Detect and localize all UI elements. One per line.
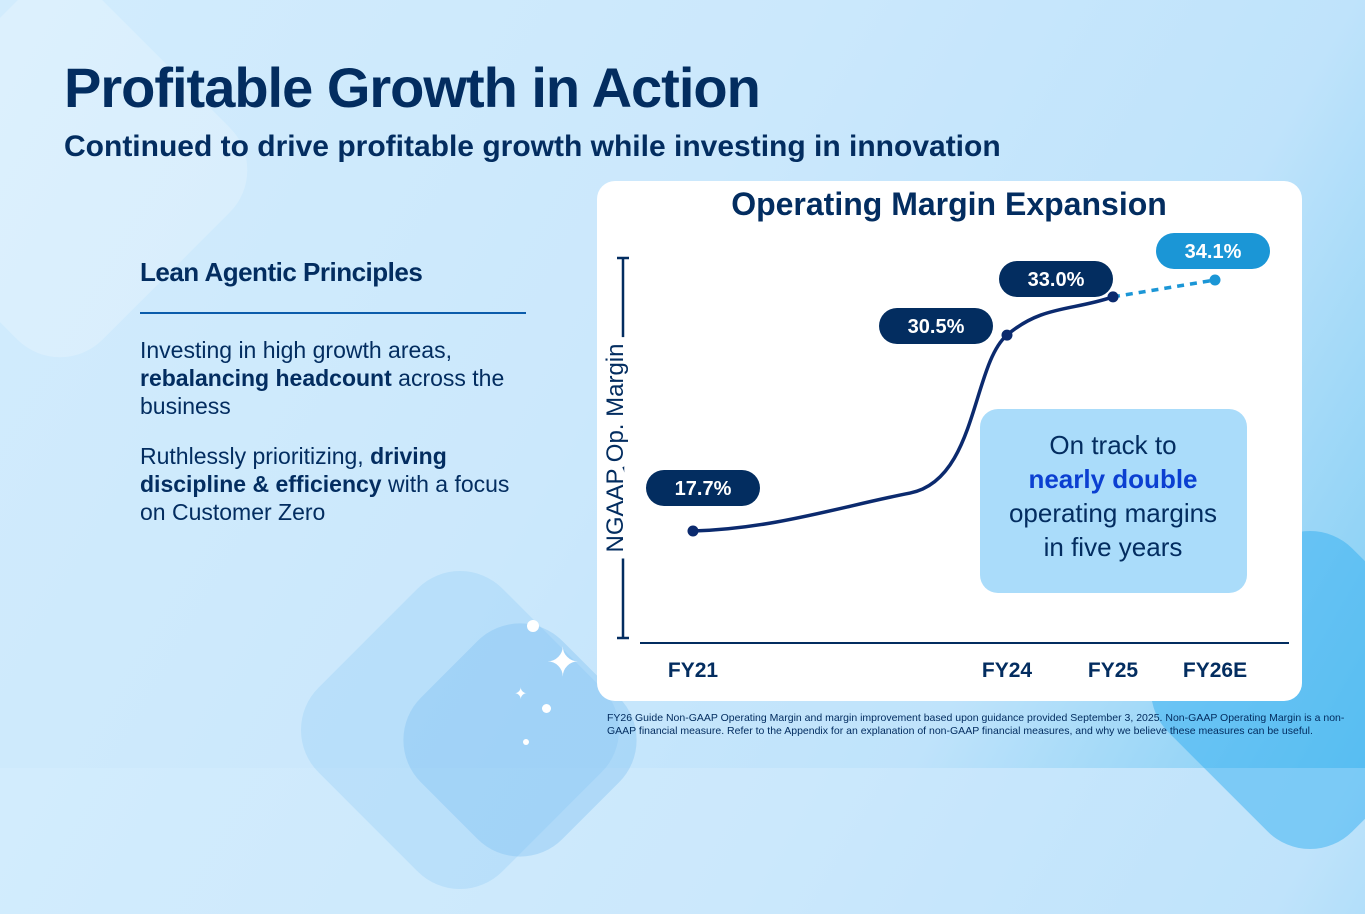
footnote: FY26 Guide Non-GAAP Operating Margin and… [607,712,1345,737]
principle-1-text-end: across the business [140,365,505,419]
chart-title: Operating Margin Expansion [731,186,1167,222]
principle-paragraph-2: Ruthlessly prioritizing, driving discipl… [140,442,510,526]
principle-2-text-end: with a focus on Customer Zero [140,471,510,525]
y-axis-label: NGAAP Op. Margin [602,344,629,553]
callout-text: in five years [1044,532,1183,562]
callout-text: On track to [1049,430,1176,460]
principle-1-text: Investing in high growth areas, [140,337,452,363]
decorative-dot [527,620,539,632]
principles-heading: Lean Agentic Principles [140,257,423,287]
data-label: 17.7% [675,478,732,500]
value-label-pill [1156,233,1270,269]
principle-paragraph-1: Investing in high growth areas, rebalanc… [140,336,510,420]
principle-2-emphasis: driving discipline & efficiency [140,443,447,497]
data-point [1001,329,1013,341]
principle-2-text: Ruthlessly prioritizing, [140,443,371,469]
x-tick-label: FY24 [982,659,1033,682]
data-label: 30.5% [908,316,965,338]
principle-1-emphasis: rebalancing headcount [140,365,392,391]
chart-card: Operating Margin Expansion NGAAP Op. Mar… [597,181,1302,701]
data-point [687,525,699,537]
slide-subtitle: Continued to drive profitable growth whi… [64,130,1001,163]
x-tick-label: FY25 [1088,659,1139,682]
data-label: 33.0% [1028,269,1085,291]
sparkle-icon: ✦ [546,641,580,685]
x-tick-label: FY26E [1183,659,1247,682]
callout-text: nearly double [1028,464,1197,494]
x-tick-label: FY21 [668,659,719,682]
series-line-actual [691,295,1115,533]
data-point [1209,274,1221,286]
value-label-pill [646,470,760,506]
principles-divider [140,312,526,314]
operating-margin-chart: Operating Margin Expansion NGAAP Op. Mar… [597,186,1289,682]
value-label-pill [879,308,993,344]
decorative-dot [523,739,529,745]
value-label-pill [999,261,1113,297]
slide-title: Profitable Growth in Action [64,56,761,119]
decorative-dot [542,704,551,713]
sparkle-icon: ✦ [514,686,528,703]
callout-box [980,409,1247,593]
series-line-estimate [1112,278,1216,299]
data-point [1107,291,1119,303]
data-label: 34.1% [1185,241,1242,263]
callout-text: operating margins [1009,498,1217,528]
